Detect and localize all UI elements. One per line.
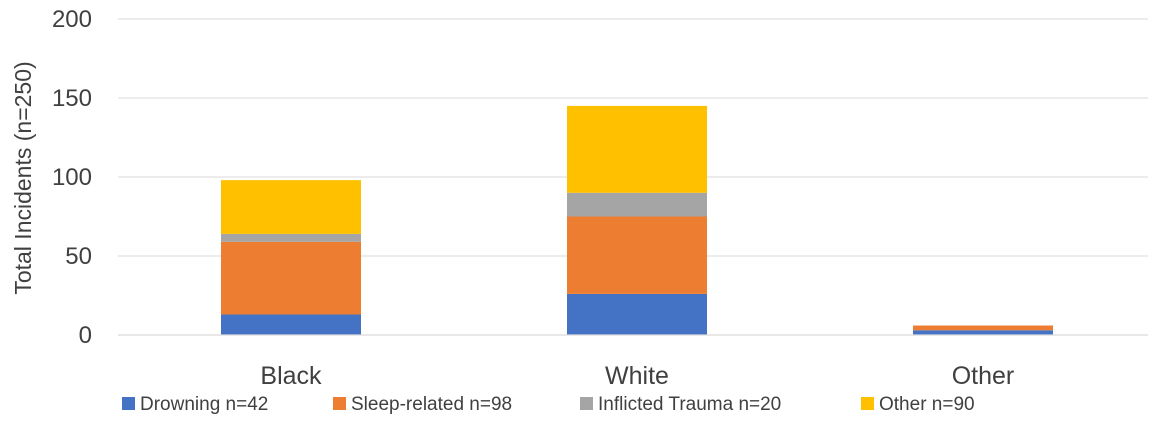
legend-swatch — [333, 397, 346, 410]
y-tick-label: 200 — [52, 6, 92, 33]
bar-segment — [567, 105, 707, 193]
legend-label: Inflicted Trauma n=20 — [598, 394, 781, 415]
x-category-label: Other — [952, 362, 1015, 390]
bar-segment — [221, 314, 361, 335]
legend: Drowning n=42 Sleep-related n=98 Inflicted… — [122, 394, 975, 415]
bar-segment — [221, 180, 361, 234]
y-tick-label: 100 — [52, 164, 92, 191]
legend-label: Drowning n=42 — [140, 394, 268, 415]
bar-segment — [567, 192, 707, 217]
bar-segment — [567, 216, 707, 294]
y-axis-title: Total Incidents (n=250) — [10, 61, 36, 294]
axes: Total Incidents (n=250) 0 50 100 150 200 Blac… — [10, 6, 1148, 390]
legend-label: Sleep-related n=98 — [351, 394, 512, 415]
y-tick-label: 50 — [65, 243, 92, 270]
y-tick-label: 150 — [52, 85, 92, 112]
bar-segment — [221, 241, 361, 315]
legend-swatch — [122, 397, 135, 410]
bar-segment — [913, 325, 1053, 331]
y-tick-label: 0 — [79, 322, 92, 349]
legend-swatch — [580, 397, 593, 410]
bar-segment — [913, 330, 1053, 335]
bar-segment — [221, 233, 361, 242]
x-category-label: White — [605, 362, 669, 390]
legend-label: Other n=90 — [879, 394, 975, 415]
legend-swatch — [861, 397, 874, 410]
x-category-label: Black — [260, 362, 322, 390]
bar-segment — [567, 293, 707, 335]
bars — [221, 105, 1053, 335]
